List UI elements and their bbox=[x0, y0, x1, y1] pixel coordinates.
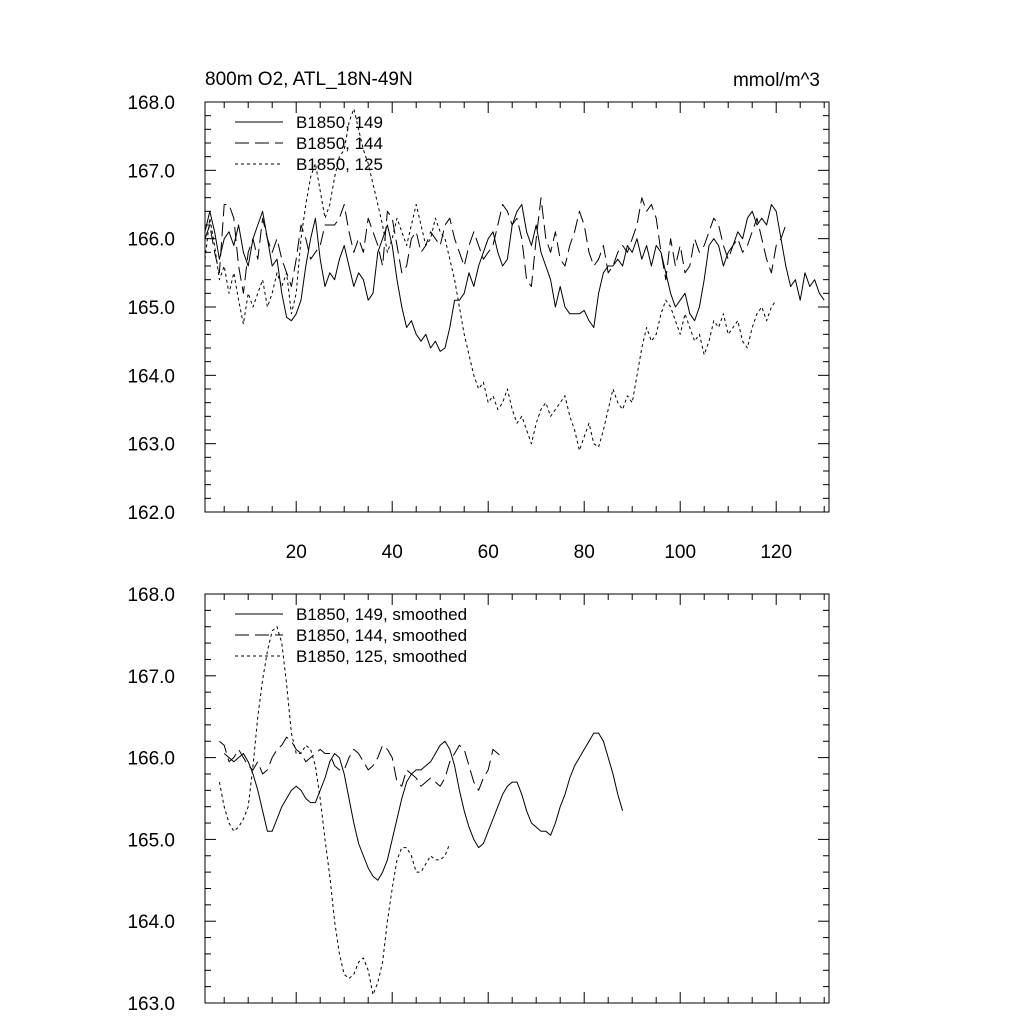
y-tick-label: 168.0 bbox=[127, 93, 175, 114]
series-line-b1850-144-smoothed bbox=[219, 736, 503, 791]
legend-entry: B1850, 149 bbox=[296, 113, 383, 132]
y-tick-label: 164.0 bbox=[127, 912, 175, 933]
y-tick-label: 165.0 bbox=[127, 298, 175, 319]
y-tick-label: 164.0 bbox=[127, 366, 175, 387]
y-tick-label: 162.0 bbox=[127, 503, 175, 524]
y-tick-label: 165.0 bbox=[127, 830, 175, 851]
y-tick-label: 163.0 bbox=[127, 994, 175, 1015]
y-tick-label: 167.0 bbox=[127, 161, 175, 182]
x-tick-label: 100 bbox=[664, 542, 696, 563]
y-tick-label: 167.0 bbox=[127, 667, 175, 688]
plot-frame bbox=[204, 593, 830, 1004]
legend-entry: B1850, 149, smoothed bbox=[296, 605, 467, 624]
x-tick-label: 120 bbox=[760, 542, 792, 563]
units-label: mmol/m^3 bbox=[733, 70, 820, 91]
x-tick-label: 20 bbox=[286, 542, 307, 563]
legend-entry: B1850, 144 bbox=[296, 134, 383, 153]
top-panel: 162.0 163.0 164.0 165.0 166.0 167.0 168.0 20 40 6… bbox=[127, 69, 830, 563]
x-tick-label: 40 bbox=[382, 542, 403, 563]
x-tick-label: 80 bbox=[574, 542, 595, 563]
legend-entry: B1850, 125, smoothed bbox=[296, 647, 467, 666]
chart-title: 800m O2, ATL_18N-49N bbox=[205, 69, 413, 90]
series-line-b1850-149 bbox=[204, 204, 825, 352]
series-line-b1850-125 bbox=[204, 108, 777, 451]
series-line-b1850-125-smoothed bbox=[218, 626, 451, 996]
y-tick-label: 166.0 bbox=[127, 230, 175, 251]
series-line-b1850-149-smoothed bbox=[223, 732, 624, 881]
x-tick-label: 60 bbox=[478, 542, 499, 563]
bottom-panel: 163.0 164.0 165.0 166.0 167.0 168.0 B1850, 149… bbox=[127, 585, 830, 1015]
y-tick-label: 163.0 bbox=[127, 435, 175, 456]
y-tick-label: 166.0 bbox=[127, 749, 175, 770]
y-tick-label: 168.0 bbox=[127, 585, 175, 606]
legend-entry: B1850, 125 bbox=[296, 155, 383, 174]
series-line-b1850-144 bbox=[204, 197, 787, 294]
legend-entry: B1850, 144, smoothed bbox=[296, 626, 467, 645]
